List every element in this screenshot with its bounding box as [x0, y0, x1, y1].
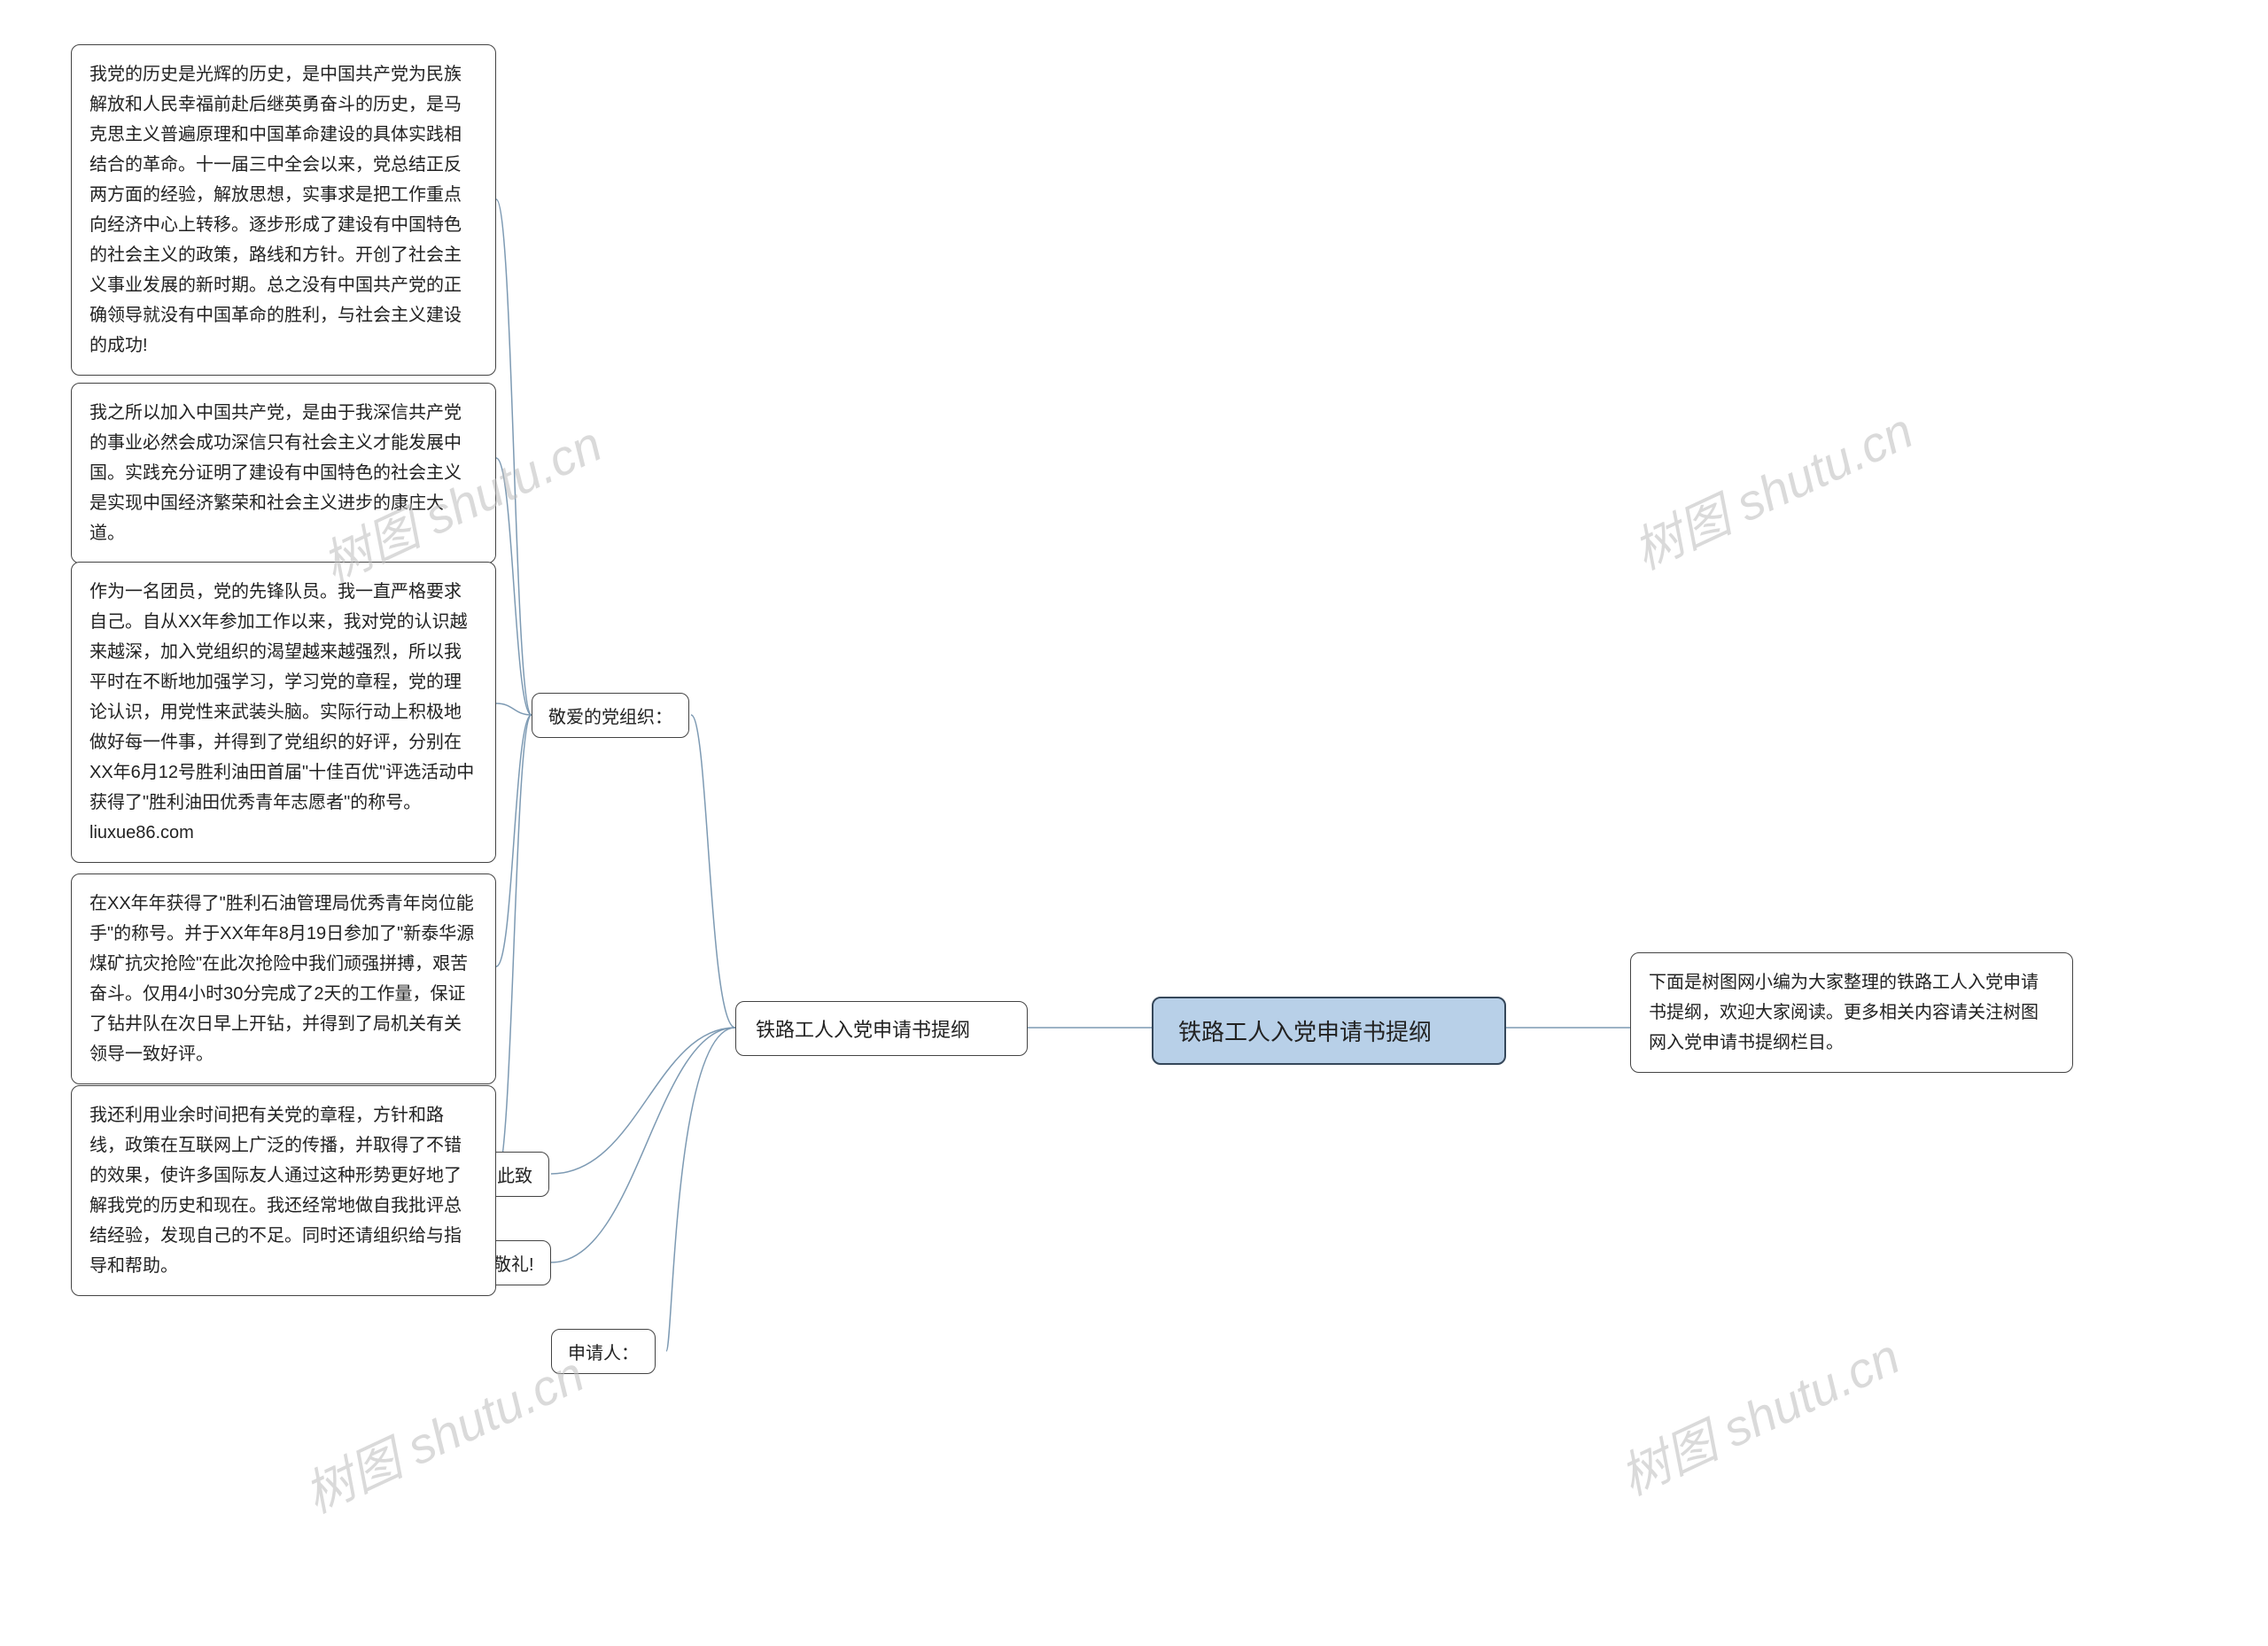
signer-node[interactable]: 申请人： — [551, 1329, 656, 1374]
paragraph-4[interactable]: 在XX年年获得了"胜利石油管理局优秀青年岗位能手"的称号。并于XX年年8月19日… — [71, 873, 496, 1084]
paragraph-5[interactable]: 我还利用业余时间把有关党的章程，方针和路线，政策在互联网上广泛的传播，并取得了不… — [71, 1085, 496, 1296]
outline-branch[interactable]: 铁路工人入党申请书提纲 — [735, 1001, 1028, 1056]
paragraph-3[interactable]: 作为一名团员，党的先锋队员。我一直严格要求自己。自从XX年参加工作以来，我对党的… — [71, 562, 496, 863]
watermark: 树图 shutu.cn — [1620, 392, 1923, 584]
watermark: 树图 shutu.cn — [291, 1335, 594, 1527]
paragraph-1[interactable]: 我党的历史是光辉的历史，是中国共产党为民族解放和人民幸福前赴后继英勇奋斗的历史，… — [71, 44, 496, 376]
watermark: 树图 shutu.cn — [1607, 1317, 1910, 1510]
root-node[interactable]: 铁路工人入党申请书提纲 — [1152, 997, 1506, 1065]
intro-node[interactable]: 下面是树图网小编为大家整理的铁路工人入党申请书提纲，欢迎大家阅读。更多相关内容请… — [1630, 952, 2073, 1073]
paragraph-2[interactable]: 我之所以加入中国共产党，是由于我深信共产党的事业必然会成功深信只有社会主义才能发… — [71, 383, 496, 563]
salutation-node[interactable]: 敬爱的党组织： — [532, 693, 689, 738]
